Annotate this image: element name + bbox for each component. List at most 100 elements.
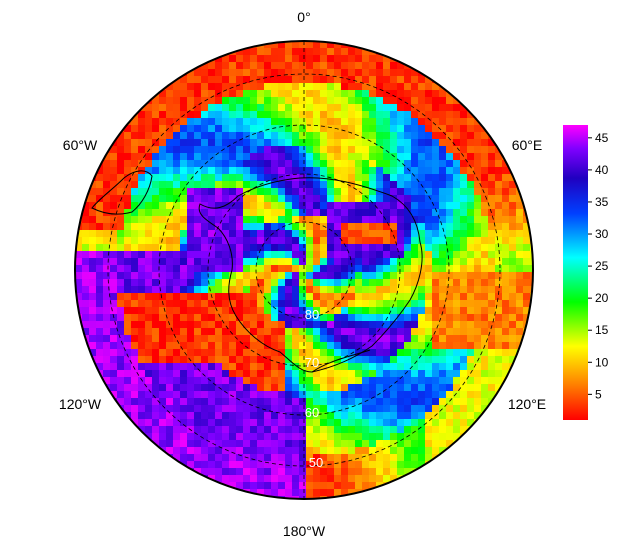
field-cell	[425, 321, 432, 328]
field-cell	[334, 118, 341, 125]
field-cell	[306, 272, 313, 279]
field-cell	[250, 223, 257, 230]
field-cell	[341, 363, 348, 370]
field-cell	[404, 76, 411, 83]
field-cell	[103, 335, 110, 342]
field-cell	[418, 62, 425, 69]
field-cell	[236, 426, 243, 433]
field-cell	[243, 223, 250, 230]
field-cell	[460, 237, 467, 244]
field-cell	[257, 188, 264, 195]
field-cell	[264, 223, 271, 230]
field-cell	[180, 146, 187, 153]
field-cell	[355, 230, 362, 237]
field-cell	[180, 419, 187, 426]
field-cell	[257, 398, 264, 405]
field-cell	[306, 384, 313, 391]
field-cell	[222, 412, 229, 419]
field-cell	[341, 398, 348, 405]
field-cell	[313, 377, 320, 384]
field-cell	[369, 132, 376, 139]
field-cell	[383, 293, 390, 300]
field-cell	[341, 412, 348, 419]
field-cell	[341, 69, 348, 76]
field-cell	[159, 272, 166, 279]
field-cell	[117, 181, 124, 188]
field-cell	[327, 377, 334, 384]
field-cell	[460, 258, 467, 265]
field-cell	[292, 125, 299, 132]
field-cell	[432, 433, 439, 440]
field-cell	[348, 489, 355, 496]
field-cell	[208, 69, 215, 76]
field-cell	[103, 160, 110, 167]
field-cell	[187, 181, 194, 188]
field-cell	[376, 328, 383, 335]
field-cell	[467, 118, 474, 125]
field-cell	[117, 195, 124, 202]
field-cell	[131, 370, 138, 377]
field-cell	[285, 328, 292, 335]
field-cell	[425, 118, 432, 125]
field-cell	[278, 328, 285, 335]
field-cell	[278, 62, 285, 69]
field-cell	[264, 363, 271, 370]
field-cell	[411, 195, 418, 202]
field-cell	[229, 335, 236, 342]
field-cell	[264, 258, 271, 265]
field-cell	[229, 188, 236, 195]
field-cell	[460, 104, 467, 111]
field-cell	[285, 384, 292, 391]
field-cell	[194, 342, 201, 349]
field-cell	[138, 223, 145, 230]
field-cell	[348, 300, 355, 307]
field-cell	[376, 202, 383, 209]
field-cell	[243, 440, 250, 447]
field-cell	[257, 160, 264, 167]
field-cell	[159, 111, 166, 118]
field-cell	[229, 209, 236, 216]
field-cell	[292, 244, 299, 251]
field-cell	[306, 405, 313, 412]
field-cell	[502, 349, 509, 356]
field-cell	[362, 328, 369, 335]
field-cell	[460, 356, 467, 363]
field-cell	[425, 279, 432, 286]
field-cell	[411, 363, 418, 370]
field-cell	[390, 293, 397, 300]
field-cell	[285, 202, 292, 209]
field-cell	[404, 307, 411, 314]
field-cell	[180, 307, 187, 314]
field-cell	[495, 384, 502, 391]
field-cell	[117, 265, 124, 272]
field-cell	[173, 335, 180, 342]
field-cell	[117, 153, 124, 160]
colorbar-tick-label: 20	[595, 291, 609, 305]
field-cell	[495, 398, 502, 405]
field-cell	[313, 97, 320, 104]
field-cell	[355, 405, 362, 412]
field-cell	[292, 209, 299, 216]
field-cell	[229, 125, 236, 132]
field-cell	[439, 209, 446, 216]
coastlines	[91, 170, 423, 373]
field-cell	[306, 398, 313, 405]
field-cell	[285, 363, 292, 370]
field-cell	[250, 328, 257, 335]
field-cell	[243, 118, 250, 125]
field-cell	[180, 90, 187, 97]
field-cell	[383, 223, 390, 230]
field-cell	[187, 153, 194, 160]
field-cell	[159, 146, 166, 153]
field-cell	[278, 195, 285, 202]
field-cell	[117, 391, 124, 398]
field-cell	[264, 279, 271, 286]
field-cell	[264, 384, 271, 391]
field-cell	[152, 293, 159, 300]
field-cell	[376, 97, 383, 104]
field-cell	[397, 69, 404, 76]
field-cell	[320, 412, 327, 419]
field-cell	[138, 153, 145, 160]
field-cell	[285, 181, 292, 188]
field-cell	[145, 349, 152, 356]
